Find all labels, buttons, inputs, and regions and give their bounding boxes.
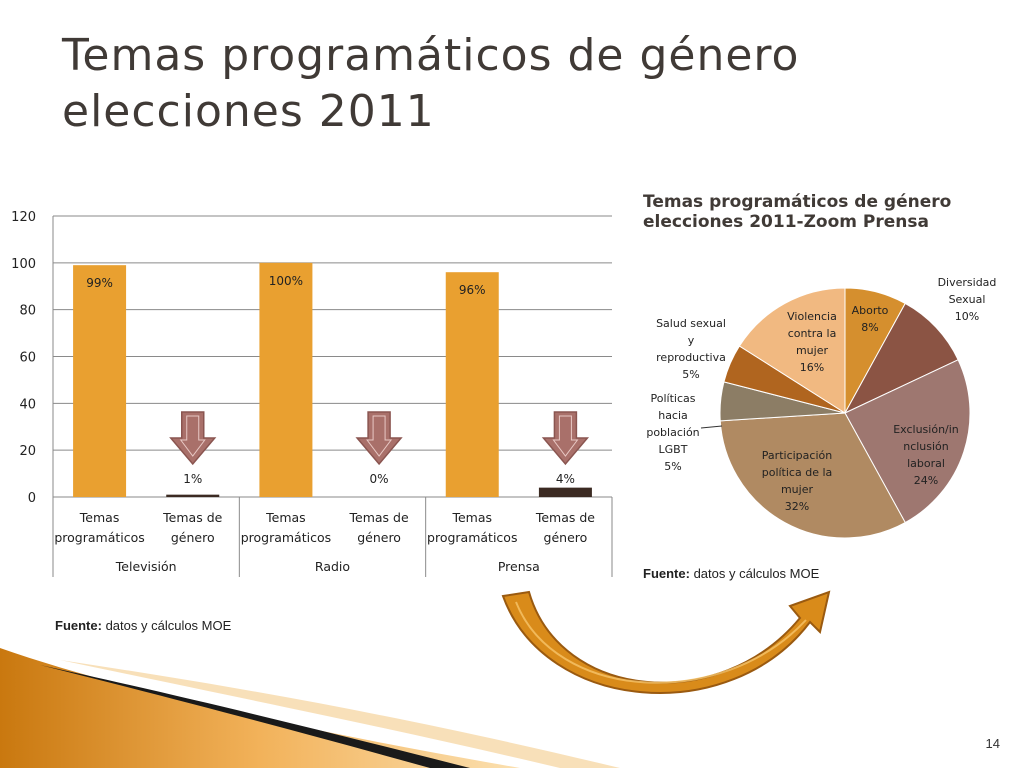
x-tick-label: programáticos xyxy=(54,530,144,545)
y-tick-label: 0 xyxy=(28,491,36,506)
bar-chart: 0 20 40 60 80 100 120 99% 1% 100% 0% 96% 4% Temas pr… xyxy=(11,210,613,577)
slide-title: Temas programáticos de género elecciones… xyxy=(62,28,962,140)
pie-label-participacion: Participación política de la mujer 32% xyxy=(761,449,833,513)
bar xyxy=(538,487,592,497)
group-label: Televisión xyxy=(115,559,177,574)
source-text: datos y cálculos MOE xyxy=(101,618,232,633)
bar xyxy=(259,262,313,497)
lgbt-leader-line xyxy=(700,425,723,429)
x-tick-label: Temas xyxy=(265,510,306,525)
source-text: datos y cálculos MOE xyxy=(689,566,820,581)
x-tick-label: Temas xyxy=(451,510,492,525)
source-label: Fuente: xyxy=(55,618,102,633)
pie-slice xyxy=(843,302,959,415)
bar-chart-grid xyxy=(52,215,612,498)
bar xyxy=(445,272,499,497)
bar xyxy=(166,494,220,497)
group-label: Prensa xyxy=(498,559,540,574)
data-label: 1% xyxy=(183,472,202,486)
pie-slice xyxy=(719,412,906,539)
y-tick-label: 100 xyxy=(11,257,36,272)
pie-label-aborto: Aborto 8% xyxy=(851,304,889,334)
y-tick-label: 60 xyxy=(19,351,36,366)
down-arrow-icon xyxy=(169,411,217,466)
pie-chart-title: Temas programáticos de género elecciones… xyxy=(643,192,1013,232)
x-tick-label: Temas de xyxy=(162,510,222,525)
group-label: Radio xyxy=(315,559,350,574)
data-label: 0% xyxy=(370,472,389,486)
source-label: Fuente: xyxy=(643,566,690,581)
pie-slice xyxy=(738,287,846,414)
slide-title-line1: Temas programáticos de género xyxy=(62,30,800,81)
bar-chart-arrows xyxy=(169,411,590,466)
data-label: 100% xyxy=(269,274,303,288)
y-tick-label: 40 xyxy=(19,397,36,412)
pie-label-exclusion: Exclusión/in nclusión laboral 24% xyxy=(893,423,959,487)
pie-slice xyxy=(844,359,971,524)
pie-label-salud: Salud sexual y reproductiva 5% xyxy=(656,317,726,381)
pie-label-lgbt: Políticas hacia población LGBT 5% xyxy=(646,392,700,473)
data-label: 96% xyxy=(459,283,486,297)
curved-arrow-icon xyxy=(501,590,831,694)
x-tick-label: género xyxy=(544,530,588,545)
pie-chart-source: Fuente: datos y cálculos MOE xyxy=(643,566,819,581)
y-tick-label: 20 xyxy=(19,444,36,459)
bar-chart-y-axis: 0 20 40 60 80 100 120 xyxy=(11,210,36,506)
down-arrow-icon xyxy=(541,411,590,466)
x-tick-label: programáticos xyxy=(427,530,517,545)
pie-label-violencia: Violencia contra la mujer 16% xyxy=(787,310,837,374)
pie-chart-slices xyxy=(719,287,971,539)
slide-title-line2: elecciones 2011 xyxy=(62,86,435,137)
bar-chart-x-axis: Temas programáticos Temas de género Temas pro… xyxy=(52,497,613,577)
x-tick-label: programáticos xyxy=(241,530,331,545)
down-arrow-icon xyxy=(355,411,403,466)
page-number: 14 xyxy=(985,736,1000,751)
x-tick-label: Temas de xyxy=(349,510,409,525)
x-tick-label: Temas de xyxy=(535,510,595,525)
bar-chart-source: Fuente: datos y cálculos MOE xyxy=(55,618,231,633)
bar-chart-data-labels: 99% 1% 100% 0% 96% 4% xyxy=(86,274,575,486)
data-label: 4% xyxy=(556,472,575,486)
y-tick-label: 80 xyxy=(19,304,36,319)
pie-title-line2: elecciones 2011-Zoom Prensa xyxy=(643,212,929,232)
bar xyxy=(73,265,127,497)
pie-title-line1: Temas programáticos de género xyxy=(643,192,952,212)
bar-chart-bars xyxy=(73,262,592,497)
data-label: 99% xyxy=(86,276,113,290)
y-tick-label: 120 xyxy=(11,210,36,225)
x-tick-label: género xyxy=(357,530,401,545)
x-tick-label: género xyxy=(171,530,215,545)
pie-label-diversidad: Diversidad Sexual 10% xyxy=(937,276,997,323)
x-tick-label: Temas xyxy=(79,510,120,525)
